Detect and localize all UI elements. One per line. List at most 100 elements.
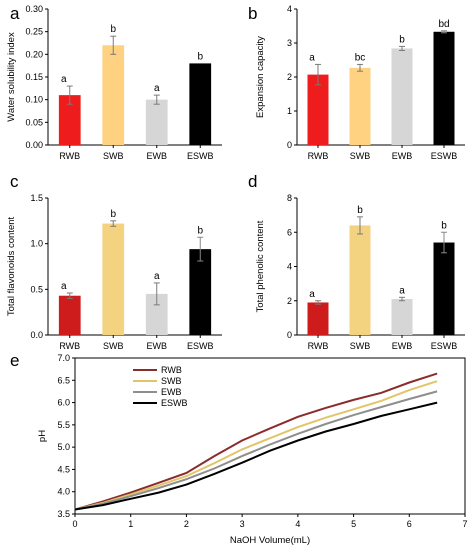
x-tick-label: 7: [462, 519, 467, 529]
significance-label: a: [309, 289, 315, 300]
y-tick-label: 4.0: [57, 487, 70, 497]
y-tick-label: 6.0: [57, 398, 70, 408]
x-tick-label: 1: [128, 519, 133, 529]
bar: [391, 48, 413, 145]
y-axis-title: pH: [37, 430, 48, 442]
y-tick-label: 0: [287, 140, 292, 150]
significance-label: b: [110, 209, 116, 220]
y-tick-label: 0.5: [30, 284, 43, 294]
category-label: ESWB: [431, 341, 458, 351]
bar: [189, 249, 212, 335]
y-tick-label: 0.0: [30, 330, 43, 340]
x-tick-label: 2: [184, 519, 189, 529]
y-tick-label: 0.30: [25, 4, 43, 14]
y-axis-title: Total phenolic content: [255, 220, 266, 312]
category-label: EWB: [392, 341, 413, 351]
y-axis-title: Water solubility index: [6, 32, 17, 122]
bar: [307, 302, 329, 335]
significance-label: a: [61, 281, 67, 292]
plot-frame: [74, 357, 466, 515]
y-tick-label: 1.5: [30, 193, 43, 203]
y-tick-label: 7.0: [57, 353, 70, 363]
significance-label: bd: [438, 19, 449, 30]
significance-label: a: [154, 83, 160, 94]
y-tick-label: 0: [287, 330, 292, 340]
y-tick-label: 5.5: [57, 420, 70, 430]
x-tick-label: 3: [240, 519, 245, 529]
category-label: EWB: [146, 341, 167, 351]
legend-label: ESWB: [161, 398, 188, 408]
y-axis-title: Total flavonoids content: [6, 217, 17, 317]
significance-label: b: [357, 205, 363, 216]
significance-label: b: [399, 34, 405, 45]
series-line-ewb: [74, 390, 438, 511]
bar: [349, 225, 371, 335]
x-tick-label: 6: [407, 519, 412, 529]
y-tick-label: 0.00: [25, 140, 43, 150]
y-tick-label: 0.20: [25, 49, 43, 59]
bar: [189, 63, 212, 145]
y-tick-label: 1.0: [30, 239, 43, 249]
y-tick-label: 3.5: [57, 509, 70, 519]
bar: [58, 295, 81, 335]
x-tick-label: 0: [72, 519, 77, 529]
bar: [145, 99, 168, 145]
y-tick-label: 4: [287, 262, 292, 272]
y-tick-label: 4.5: [57, 464, 70, 474]
significance-label: a: [61, 74, 67, 85]
bar: [433, 31, 455, 146]
significance-label: bc: [355, 52, 366, 63]
bar: [433, 242, 455, 335]
y-axis-title: Expansion capacity: [255, 36, 266, 118]
y-tick-label: 8: [287, 193, 292, 203]
bar: [391, 299, 413, 335]
category-label: ESWB: [431, 151, 458, 161]
category-label: RWB: [308, 151, 329, 161]
bar-panel-b: 0 1 2 3 4 Expansion capacity a RWB bc SWB b EWB bd ES…: [248, 4, 465, 161]
bar: [145, 293, 168, 335]
category-label: RWB: [59, 341, 80, 351]
y-tick-label: 6: [287, 227, 292, 237]
significance-label: a: [399, 285, 405, 296]
series-line-eswb: [74, 401, 438, 511]
legend-label: RWB: [161, 365, 182, 375]
significance-label: b: [197, 51, 203, 62]
x-tick-label: 4: [295, 519, 300, 529]
bar: [102, 223, 125, 335]
panel-letter: c: [10, 172, 19, 191]
panel-letter: e: [10, 351, 19, 370]
bar-panel-a: 0.00 0.05 0.10 0.15 0.20 0.25 0.30 Water solubi…: [6, 4, 222, 161]
y-tick-label: 0.15: [25, 72, 43, 82]
bar: [102, 45, 125, 146]
bar-panel-c: 0.0 0.5 1.0 1.5 Total flavonoids content a RWB…: [6, 172, 222, 351]
category-label: ESWB: [187, 151, 214, 161]
category-label: SWB: [350, 341, 371, 351]
legend-label: EWB: [161, 387, 182, 397]
y-tick-label: 2: [287, 296, 292, 306]
significance-label: a: [154, 271, 160, 282]
y-tick-label: 6.5: [57, 375, 70, 385]
category-label: EWB: [146, 151, 167, 161]
significance-label: b: [197, 225, 203, 236]
category-label: ESWB: [187, 341, 214, 351]
category-label: RWB: [308, 341, 329, 351]
significance-label: b: [110, 24, 116, 35]
panel-letter: a: [10, 4, 20, 23]
category-label: EWB: [392, 151, 413, 161]
legend-label: SWB: [161, 376, 182, 386]
category-label: SWB: [350, 151, 371, 161]
bar: [349, 67, 371, 145]
category-label: SWB: [103, 341, 124, 351]
x-tick-label: 5: [351, 519, 356, 529]
y-tick-label: 0.25: [25, 27, 43, 37]
bar: [307, 74, 329, 145]
y-tick-label: 3: [287, 38, 292, 48]
series-line-rwb: [74, 372, 438, 511]
y-tick-label: 0.10: [25, 95, 43, 105]
category-label: RWB: [59, 151, 80, 161]
bar-panel-d: 0 2 4 6 8 Total phenolic content a RWB b SWB a EWB b…: [248, 172, 465, 351]
y-tick-label: 4: [287, 4, 292, 14]
y-tick-label: 1: [287, 106, 292, 116]
bar: [58, 95, 81, 145]
x-axis-title: NaOH Volume(mL): [230, 535, 310, 546]
